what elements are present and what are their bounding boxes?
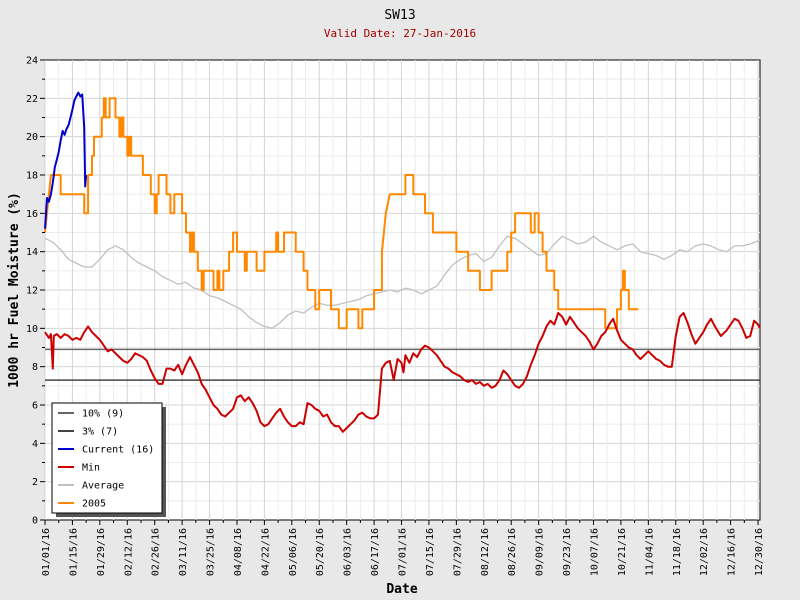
y-tick-label: 0 bbox=[32, 516, 38, 527]
y-tick-label: 22 bbox=[26, 94, 38, 105]
y-tick-label: 8 bbox=[32, 362, 38, 373]
x-tick-label: 03/25/16 bbox=[206, 528, 217, 576]
legend-box bbox=[51, 402, 163, 514]
series-line-2005 bbox=[44, 97, 639, 330]
x-tick-label: 07/01/16 bbox=[398, 528, 409, 576]
x-tick-label: 07/15/16 bbox=[425, 528, 436, 576]
legend-label: Average bbox=[82, 481, 124, 492]
x-tick-label: 08/12/16 bbox=[480, 528, 491, 576]
y-tick-label: 10 bbox=[26, 324, 38, 335]
x-axis: 01/01/16 01/15/16 01/29/16 02/12/16 02/26/16… bbox=[41, 520, 765, 576]
x-tick-label: 06/03/16 bbox=[343, 528, 354, 576]
x-tick-label: 05/06/16 bbox=[288, 528, 299, 576]
legend-label: Min bbox=[82, 463, 100, 474]
x-tick-label: 12/30/16 bbox=[754, 528, 765, 576]
legend: 10% (9) 3% (7) Current (16) Min Average 2005 bbox=[51, 402, 166, 517]
y-tick-label: 20 bbox=[26, 132, 38, 143]
series-line-current-16 bbox=[44, 91, 88, 229]
x-tick-label: 11/04/16 bbox=[644, 528, 655, 576]
y-tick-label: 12 bbox=[26, 286, 38, 297]
x-tick-label: 03/11/16 bbox=[178, 528, 189, 576]
x-tick-label: 01/29/16 bbox=[96, 528, 107, 576]
y-axis-label: 1000 hr Fuel Moisture (%) bbox=[7, 192, 22, 388]
series-line-average bbox=[44, 235, 761, 329]
x-tick-label: 02/26/16 bbox=[151, 528, 162, 576]
series-line-min bbox=[44, 312, 761, 433]
x-tick-label: 09/09/16 bbox=[535, 528, 546, 576]
legend-label: 3% (7) bbox=[82, 427, 118, 438]
x-tick-label: 08/26/16 bbox=[507, 528, 518, 576]
x-tick-label: 01/15/16 bbox=[68, 528, 79, 576]
x-tick-label: 04/22/16 bbox=[260, 528, 271, 576]
y-tick-label: 18 bbox=[26, 171, 38, 182]
y-tick-label: 4 bbox=[32, 439, 38, 450]
y-tick-label: 6 bbox=[32, 401, 38, 412]
x-tick-label: 12/02/16 bbox=[699, 528, 710, 576]
chart-subtitle: Valid Date: 27-Jan-2016 bbox=[324, 27, 476, 40]
x-axis-label: Date bbox=[386, 582, 417, 597]
legend-label: 10% (9) bbox=[82, 409, 124, 420]
y-tick-label: 14 bbox=[26, 247, 38, 258]
x-tick-label: 12/16/16 bbox=[727, 528, 738, 576]
legend-label: 2005 bbox=[82, 499, 106, 510]
x-tick-label: 07/29/16 bbox=[452, 528, 463, 576]
y-tick-label: 2 bbox=[32, 477, 38, 488]
series-lines bbox=[44, 91, 761, 433]
x-tick-label: 02/12/16 bbox=[123, 528, 134, 576]
x-tick-label: 01/01/16 bbox=[41, 528, 52, 576]
y-tick-label: 24 bbox=[26, 56, 38, 67]
x-tick-label: 10/21/16 bbox=[617, 528, 628, 576]
x-tick-label: 09/23/16 bbox=[562, 528, 573, 576]
x-tick-label: 05/20/16 bbox=[315, 528, 326, 576]
x-tick-label: 06/17/16 bbox=[370, 528, 381, 576]
chart-title: SW13 bbox=[384, 8, 415, 23]
legend-label: Current (16) bbox=[82, 445, 154, 456]
x-tick-label: 04/08/16 bbox=[233, 528, 244, 576]
x-tick-label: 10/07/16 bbox=[589, 528, 600, 576]
x-tick-label: 11/18/16 bbox=[672, 528, 683, 576]
y-tick-label: 16 bbox=[26, 209, 38, 220]
